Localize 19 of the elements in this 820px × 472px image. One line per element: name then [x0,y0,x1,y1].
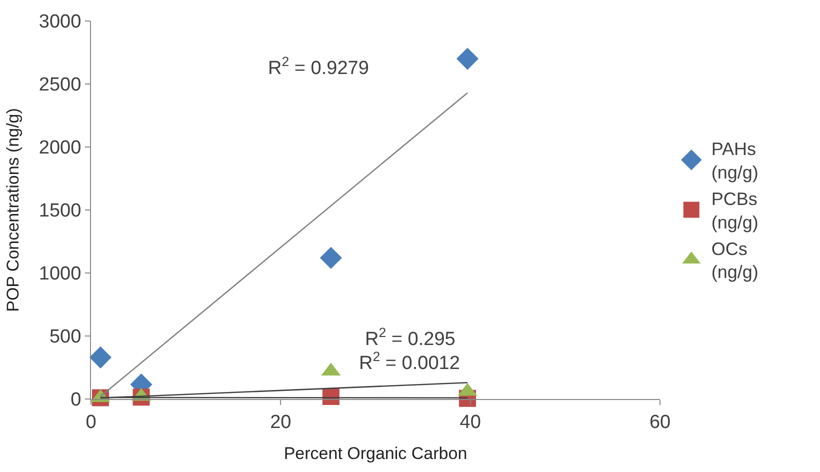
x-axis-title: Percent Organic Carbon [284,444,468,464]
x-tick-label: 0 [86,412,96,433]
legend-label: OCs (ng/g) [711,238,758,282]
legend-label: PCBs (ng/g) [711,189,758,232]
y-tick-label: 1000 [38,264,82,285]
annotation: R$^{2}$ = 0.0012 [359,349,460,374]
legend-label: PAHs (ng/g) [711,139,758,183]
x-tick-label: 40 [460,412,481,433]
annotation: R$^{2}$ = 0.295 [365,325,456,350]
y-tick-label: 500 [49,326,82,348]
y-tick-label: 1500 [38,200,82,222]
y-tick-label: 0 [70,390,82,411]
y-axis-title: POP Concentrations (ng/g) [3,108,22,312]
y-tick-label: 2000 [38,138,82,159]
annotation: R$^{2}$ = 0.9279 [268,54,369,79]
x-tick-label: 60 [649,412,671,433]
y-tick-label: 3000 [38,12,82,33]
x-tick-label: 20 [270,412,292,433]
y-tick-label: 2500 [38,74,82,96]
